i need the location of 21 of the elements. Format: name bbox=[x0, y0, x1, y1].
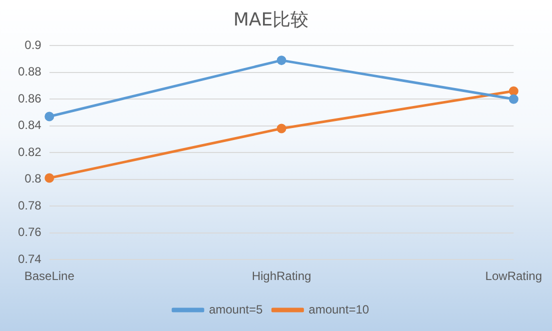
x-tick-label: HighRating bbox=[252, 269, 312, 284]
point bbox=[508, 94, 518, 104]
y-tick-label: 0.82 bbox=[18, 144, 42, 159]
y-tick-label: 0.76 bbox=[18, 225, 42, 240]
y-tick-label: 0.78 bbox=[18, 198, 42, 212]
y-tick-label: 0.8 bbox=[24, 172, 42, 186]
point bbox=[44, 173, 54, 183]
y-tick-label: 0.74 bbox=[18, 252, 42, 266]
x-tick-label: BaseLine bbox=[24, 269, 75, 284]
chart-title: MAE比较 bbox=[233, 9, 309, 30]
y-tick-label: 0.84 bbox=[18, 118, 42, 132]
x-tick-label: LowRating bbox=[485, 269, 542, 284]
point bbox=[276, 56, 286, 66]
point bbox=[276, 124, 286, 134]
legend-label: amount=5 bbox=[208, 302, 263, 316]
point bbox=[508, 86, 518, 96]
y-tick-label: 0.9 bbox=[24, 38, 42, 52]
y-tick-label: 0.88 bbox=[18, 64, 42, 79]
y-tick-label: 0.86 bbox=[18, 91, 42, 106]
legend-label: amount=10 bbox=[308, 302, 370, 316]
point bbox=[44, 112, 54, 122]
